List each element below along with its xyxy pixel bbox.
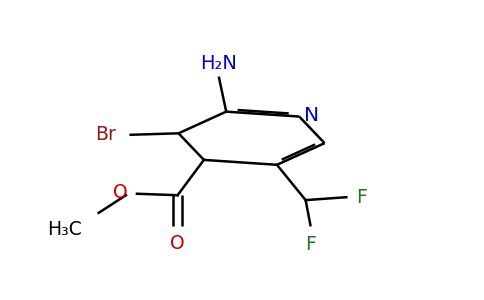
Text: O: O <box>113 183 127 202</box>
Text: Br: Br <box>95 125 116 144</box>
Text: F: F <box>305 236 316 254</box>
Text: N: N <box>303 106 319 124</box>
Text: O: O <box>170 233 185 253</box>
Text: H₃C: H₃C <box>47 220 82 239</box>
Text: H₂N: H₂N <box>200 54 238 74</box>
Text: F: F <box>356 188 367 207</box>
